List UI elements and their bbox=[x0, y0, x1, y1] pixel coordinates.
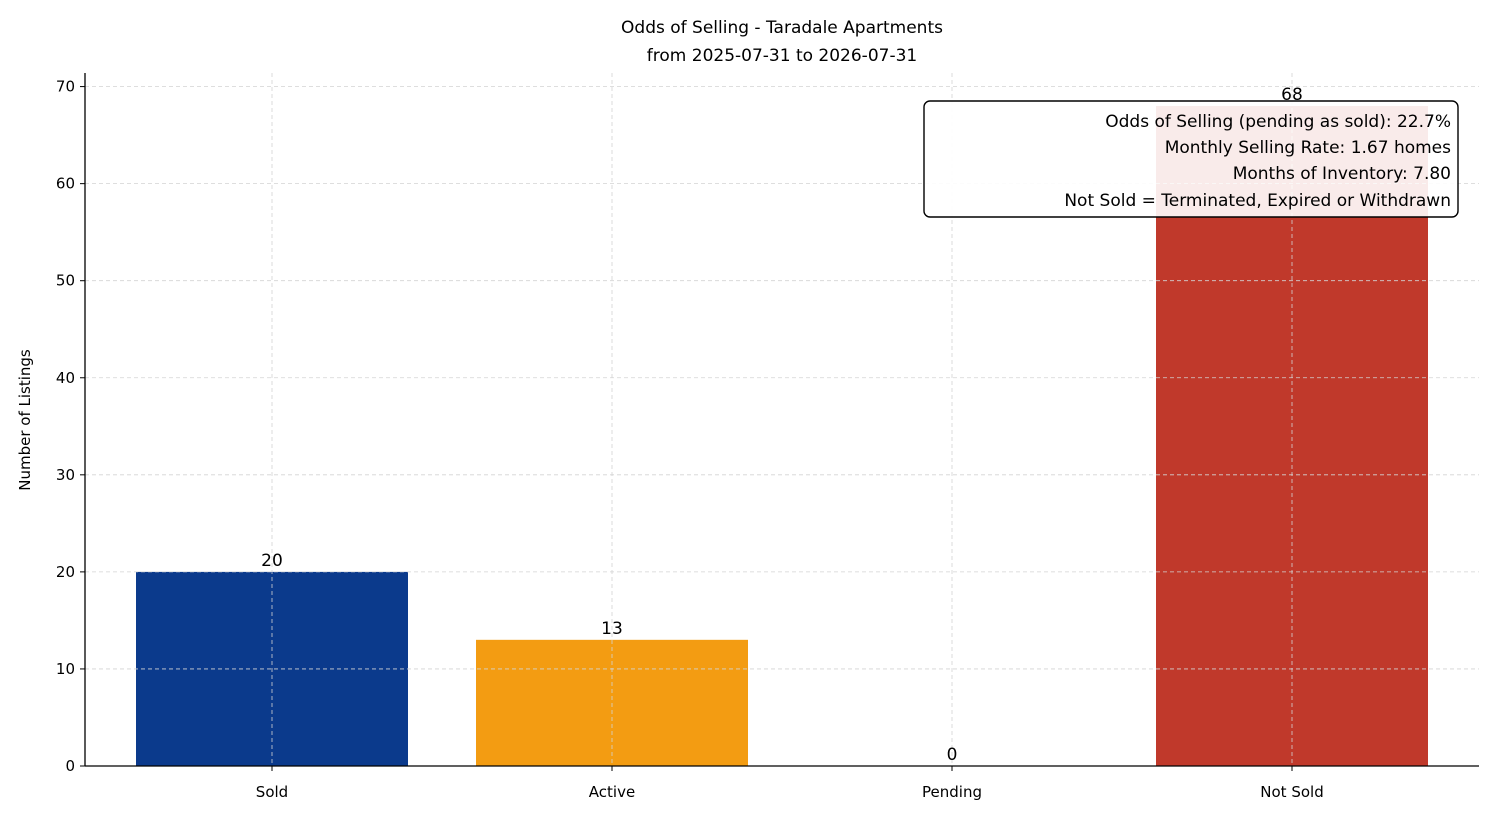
chart-subtitle: from 2025-07-31 to 2026-07-31 bbox=[647, 46, 917, 66]
y-ticks: 0 10 20 30 40 50 60 70 bbox=[56, 78, 85, 775]
y-tick-label: 30 bbox=[56, 466, 75, 484]
annotation-line-definition: Not Sold = Terminated, Expired or Withdr… bbox=[1064, 191, 1451, 211]
y-tick-label: 40 bbox=[56, 369, 75, 387]
y-tick-label: 0 bbox=[65, 757, 75, 775]
x-tick-label: Not Sold bbox=[1260, 783, 1323, 801]
bar-value-label: 13 bbox=[601, 619, 623, 639]
bar-value-label: 20 bbox=[261, 551, 283, 571]
x-tick-label: Sold bbox=[256, 783, 288, 801]
stats-annotation: Odds of Selling (pending as sold): 22.7%… bbox=[923, 100, 1459, 218]
y-tick-label: 50 bbox=[56, 272, 75, 290]
annotation-line-odds: Odds of Selling (pending as sold): 22.7% bbox=[1105, 112, 1451, 132]
annotation-line-rate: Monthly Selling Rate: 1.67 homes bbox=[1165, 138, 1451, 158]
y-tick-label: 10 bbox=[56, 660, 75, 678]
y-tick-label: 20 bbox=[56, 563, 75, 581]
data-labels: 20 13 0 68 bbox=[261, 85, 1303, 765]
y-tick-label: 70 bbox=[56, 78, 75, 96]
bar-value-label: 0 bbox=[947, 745, 958, 765]
chart-title: Odds of Selling - Taradale Apartments bbox=[621, 18, 943, 38]
x-ticks: Sold Active Pending Not Sold bbox=[256, 766, 1324, 801]
bar-value-label: 68 bbox=[1281, 85, 1303, 105]
y-axis-label: Number of Listings bbox=[16, 349, 34, 491]
x-tick-label: Active bbox=[589, 783, 635, 801]
bar bbox=[476, 639, 748, 766]
annotation-line-inventory: Months of Inventory: 7.80 bbox=[1233, 164, 1451, 184]
x-tick-label: Pending bbox=[922, 783, 982, 801]
annotation-box bbox=[923, 100, 1459, 218]
y-tick-label: 60 bbox=[56, 175, 75, 193]
